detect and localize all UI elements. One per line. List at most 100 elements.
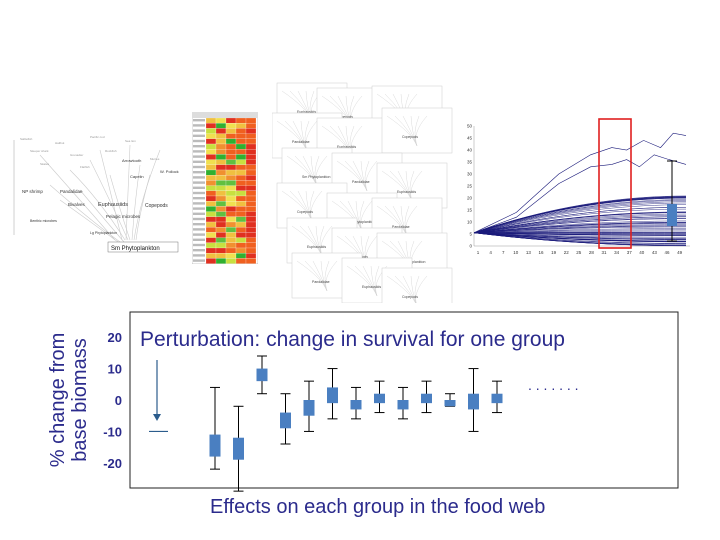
- chart-title: Perturbation: change in survival for one…: [140, 328, 565, 351]
- line-chart-y-tick: 15: [467, 208, 473, 213]
- svg-text:Pacific cod: Pacific cod: [90, 135, 105, 139]
- line-chart-x-tick: 31: [601, 250, 607, 255]
- svg-text:Sablefish: Sablefish: [20, 137, 33, 141]
- summary-boxplot: [667, 160, 677, 242]
- collage-label: Pandalidae: [392, 225, 410, 229]
- line-chart-x-tick: 19: [551, 250, 557, 255]
- line-chart-x-tick: 34: [614, 250, 620, 255]
- foodweb-label-w-pollock: W. Pollock: [160, 169, 179, 174]
- line-chart-x-tick: 16: [538, 250, 544, 255]
- line-chart-x-tick: 46: [664, 250, 670, 255]
- boxplot-iqr: [397, 400, 409, 410]
- line-chart-y-tick: 5: [469, 232, 472, 237]
- svg-text:Sleeper shark: Sleeper shark: [30, 149, 49, 153]
- y-axis-label-line1: % change from: [47, 333, 69, 468]
- boxplot-iqr: [444, 400, 456, 407]
- plot-frame: [129, 311, 679, 489]
- collage-label: Pandalidae: [312, 280, 330, 284]
- line-chart-x-tick: 40: [639, 250, 645, 255]
- collage-label: Sm Phytoplankton: [347, 220, 375, 224]
- highlight-window: [598, 118, 632, 249]
- boxplot-box: [280, 393, 291, 445]
- boxplot-box: [374, 380, 385, 414]
- line-chart-x-tick: 49: [677, 250, 683, 255]
- boxplot-iqr: [350, 400, 362, 410]
- svg-text:Flatfish: Flatfish: [80, 165, 90, 169]
- collage-label: Euphausiids: [337, 145, 356, 149]
- heatmap-table: [192, 112, 258, 264]
- boxplot-box: [303, 380, 315, 432]
- y-axis-label-line2: base biomass: [69, 338, 91, 461]
- line-chart-y-tick: 0: [469, 244, 472, 249]
- svg-text:Grenadier: Grenadier: [70, 153, 83, 157]
- boxplot-box: [209, 386, 221, 470]
- biomass-trajectory-chart: 0 5 10 15 20 25 30 35 40 45 50 1 4 7 10 13 16 19 22 25 28 31 3…: [460, 118, 695, 260]
- boxplot-box: [468, 368, 479, 432]
- boxplot-box: [327, 368, 338, 420]
- svg-text:Rockfish: Rockfish: [105, 149, 117, 153]
- svg-text:Sea lion: Sea lion: [125, 139, 136, 143]
- collage-label: Pandalidae: [352, 180, 370, 184]
- foodweb-label-np-shrimp: NP shrimp: [22, 189, 43, 194]
- line-chart-x-tick: 22: [564, 250, 570, 255]
- collage-label: Copepods: [402, 295, 418, 299]
- line-chart-y-tick: 50: [467, 124, 473, 129]
- svg-text:Skates: Skates: [40, 162, 50, 166]
- line-chart-x-tick: 37: [627, 250, 633, 255]
- collage-label: Euphausiids: [307, 245, 326, 249]
- line-chart-x-tick: 43: [652, 250, 658, 255]
- svg-text:Halibut: Halibut: [55, 141, 65, 145]
- foodweb-label-sm-phytoplankton: Sm Phytoplankton: [111, 246, 160, 252]
- line-chart-x-tick: 13: [526, 250, 532, 255]
- foodweb-label-lg-phytoplankton: Lg Phytoplankton: [90, 231, 117, 235]
- collage-label: Pandalidae: [292, 140, 310, 144]
- collage-label: Copepods: [402, 135, 418, 139]
- line-chart-x-tick: 10: [513, 250, 519, 255]
- x-axis-label: Effects on each group in the food web: [210, 496, 545, 518]
- line-chart-x-tick: 1: [477, 250, 480, 255]
- collage-label: Copepods: [337, 115, 353, 119]
- foodweb-label-euphausiids: Euphausiids: [98, 202, 128, 208]
- foodweb-label-capelin: Capelin: [130, 174, 144, 179]
- boxplot-iqr: [233, 437, 244, 460]
- line-chart-y-tick: 30: [467, 172, 473, 177]
- boxplot-box: [233, 405, 244, 492]
- line-chart-x-tick: 7: [502, 250, 505, 255]
- foodweb-label-bivalves: Bivalves: [68, 202, 86, 207]
- line-chart-y-tick: 45: [467, 136, 473, 141]
- collage-label: Sm Phytoplankton: [302, 175, 330, 179]
- boxplot-box: [444, 393, 456, 407]
- boxplot-box: [421, 380, 432, 414]
- y-tick-label: -20: [103, 456, 122, 471]
- line-chart-x-tick: 28: [589, 250, 595, 255]
- foodweb-label-pelagic-microbes: Pelagic microbes: [106, 214, 141, 219]
- boxplot-iqr: [491, 393, 503, 404]
- perturbation-arrowhead: [153, 414, 161, 421]
- boxplot-iqr: [468, 393, 479, 410]
- line-chart-y-tick: 20: [467, 196, 473, 201]
- line-chart-y-tick: 10: [467, 220, 473, 225]
- collage-label: Euphausiids: [362, 285, 381, 289]
- boxplot-box: [256, 355, 268, 395]
- boxplot-iqr: [374, 393, 385, 404]
- line-chart-x-tick: 25: [576, 250, 582, 255]
- foodweb-label-arrowtooth: Arrowtooth: [122, 158, 141, 163]
- y-tick-label: -10: [103, 424, 122, 439]
- boxplot-iqr: [303, 400, 315, 416]
- collage-label: Euphausiids: [397, 190, 416, 194]
- boxplot-iqr: [327, 387, 338, 404]
- boxplot-iqr: [280, 412, 291, 429]
- collage-label: Euphausiids: [297, 110, 316, 114]
- line-chart-x-tick: 4: [489, 250, 492, 255]
- line-chart-y-tick: 25: [467, 184, 473, 189]
- svg-text:Murres: Murres: [150, 157, 160, 161]
- collage-label: Copepods: [297, 210, 313, 214]
- line-chart-y-tick: 35: [467, 160, 473, 165]
- y-tick-label: 10: [108, 362, 122, 377]
- boxplot-box: [491, 380, 503, 414]
- y-tick-label: 0: [115, 393, 122, 408]
- foodweb-label-pandalidae: Pandalidae: [60, 189, 83, 194]
- foodweb-collage: Euphausiids Copepods Sm Phytoplankton Panda…: [272, 82, 453, 303]
- perturbation-boxplot-chart: Perturbation: change in survival for one…: [47, 311, 679, 518]
- boxplot-iqr: [209, 434, 221, 457]
